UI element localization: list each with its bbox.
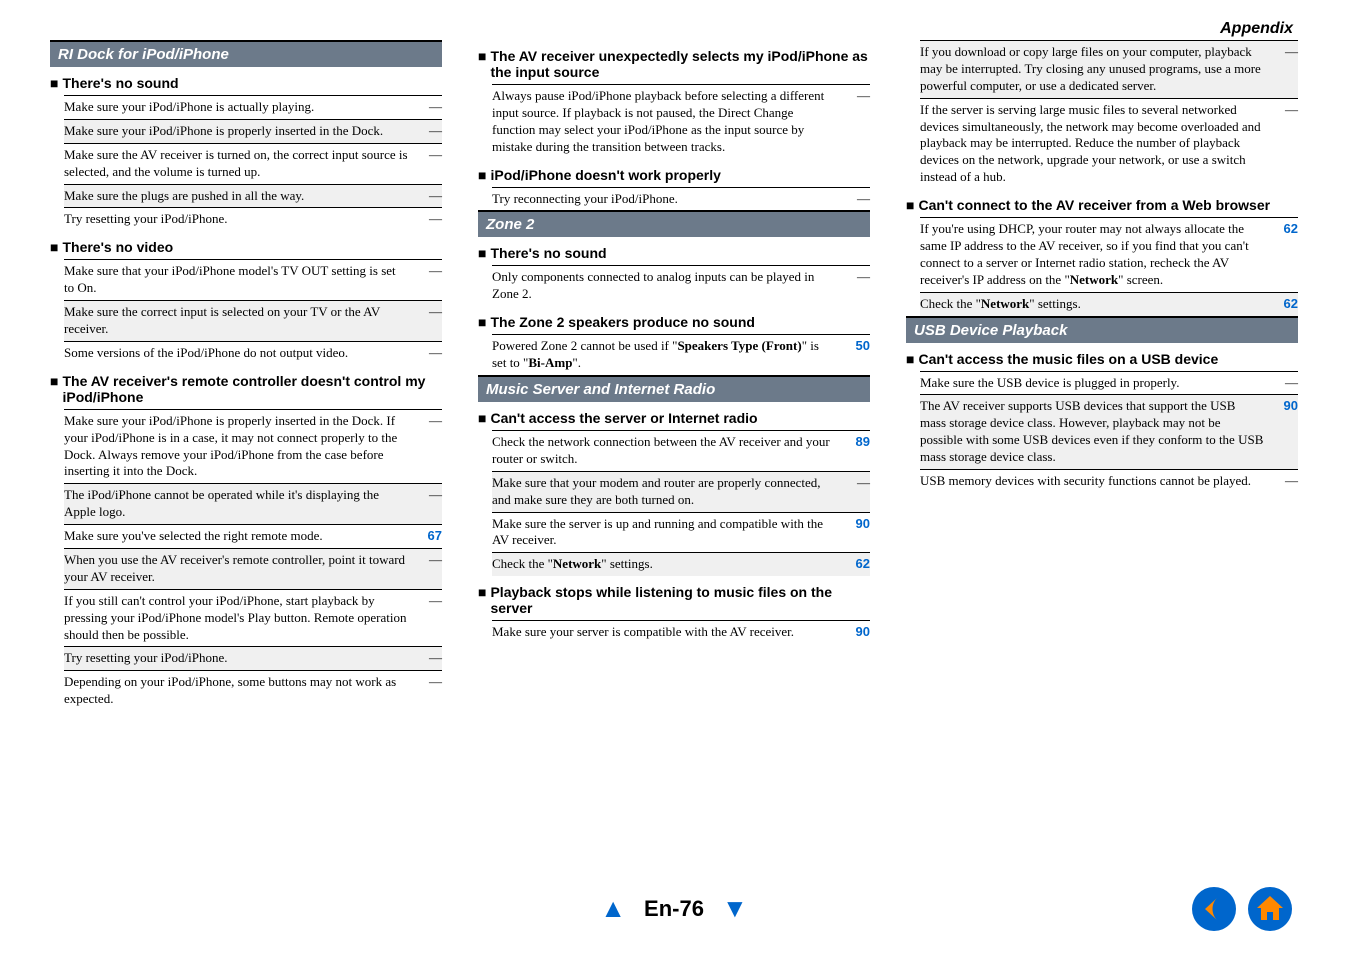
no-ref: — bbox=[416, 123, 442, 140]
no-ref: — bbox=[416, 593, 442, 644]
troubleshoot-item: Only components connected to analog inpu… bbox=[492, 265, 870, 306]
troubleshoot-item: Some versions of the iPod/iPhone do not … bbox=[64, 341, 442, 365]
section-usb: USB Device Playback bbox=[906, 316, 1298, 343]
troubleshoot-item: Make sure your iPod/iPhone is properly i… bbox=[64, 409, 442, 484]
no-ref: — bbox=[416, 304, 442, 338]
sub-heading: Can't access the server or Internet radi… bbox=[478, 410, 870, 426]
no-ref: — bbox=[1272, 375, 1298, 392]
no-ref: — bbox=[416, 211, 442, 228]
column-3: If you download or copy large files on y… bbox=[906, 40, 1298, 711]
no-ref: — bbox=[416, 147, 442, 181]
page-ref-link[interactable]: 90 bbox=[844, 516, 870, 550]
page-ref-link[interactable]: 50 bbox=[844, 338, 870, 372]
page-ref-link[interactable]: 89 bbox=[844, 434, 870, 468]
troubleshoot-item: Make sure your iPod/iPhone is properly i… bbox=[64, 119, 442, 143]
appendix-label: Appendix bbox=[1220, 20, 1293, 38]
no-ref: — bbox=[416, 99, 442, 116]
no-ref: — bbox=[416, 413, 442, 481]
section-music-server: Music Server and Internet Radio bbox=[478, 375, 870, 402]
page-up-icon[interactable]: ▲ bbox=[600, 893, 626, 924]
troubleshoot-item: Try reconnecting your iPod/iPhone.— bbox=[492, 187, 870, 211]
troubleshoot-item: The iPod/iPhone cannot be operated while… bbox=[64, 483, 442, 524]
troubleshoot-item: Try resetting your iPod/iPhone.— bbox=[64, 646, 442, 670]
sub-heading: There's no sound bbox=[50, 75, 442, 91]
back-icon[interactable] bbox=[1191, 886, 1237, 932]
no-ref: — bbox=[416, 263, 442, 297]
no-ref: — bbox=[416, 188, 442, 205]
home-icon[interactable] bbox=[1247, 886, 1293, 932]
no-ref: — bbox=[844, 475, 870, 509]
troubleshoot-item: Make sure your iPod/iPhone is actually p… bbox=[64, 95, 442, 119]
sub-heading: There's no sound bbox=[478, 245, 870, 261]
troubleshoot-item: Make sure that your modem and router are… bbox=[492, 471, 870, 512]
sub-heading: There's no video bbox=[50, 239, 442, 255]
no-ref: — bbox=[1272, 102, 1298, 186]
page-ref-link[interactable]: 62 bbox=[844, 556, 870, 573]
no-ref: — bbox=[416, 552, 442, 586]
no-ref: — bbox=[416, 487, 442, 521]
no-ref: — bbox=[416, 345, 442, 362]
troubleshoot-item: The AV receiver supports USB devices tha… bbox=[920, 394, 1298, 469]
sub-heading: The AV receiver's remote controller does… bbox=[50, 373, 442, 405]
troubleshoot-item: Depending on your iPod/iPhone, some butt… bbox=[64, 670, 442, 711]
no-ref: — bbox=[1272, 473, 1298, 490]
troubleshoot-item: Make sure the correct input is selected … bbox=[64, 300, 442, 341]
column-2: The AV receiver unexpectedly selects my … bbox=[478, 40, 870, 711]
page-ref-link[interactable]: 62 bbox=[1272, 221, 1298, 289]
troubleshoot-item: If you still can't control your iPod/iPh… bbox=[64, 589, 442, 647]
section-ri-dock: RI Dock for iPod/iPhone bbox=[50, 40, 442, 67]
page-number: En-76 bbox=[644, 896, 704, 922]
troubleshoot-item: Make sure the plugs are pushed in all th… bbox=[64, 184, 442, 208]
page-body: RI Dock for iPod/iPhone There's no sound… bbox=[0, 0, 1348, 711]
troubleshoot-item: Make sure you've selected the right remo… bbox=[64, 524, 442, 548]
sub-heading: Can't access the music files on a USB de… bbox=[906, 351, 1298, 367]
troubleshoot-item: If you're using DHCP, your router may no… bbox=[920, 217, 1298, 292]
troubleshoot-item: Make sure the AV receiver is turned on, … bbox=[64, 143, 442, 184]
troubleshoot-item: When you use the AV receiver's remote co… bbox=[64, 548, 442, 589]
no-ref: — bbox=[844, 191, 870, 208]
page-ref-link[interactable]: 62 bbox=[1272, 296, 1298, 313]
no-ref: — bbox=[844, 269, 870, 303]
sub-heading: iPod/iPhone doesn't work properly bbox=[478, 167, 870, 183]
sub-heading: Playback stops while listening to music … bbox=[478, 584, 870, 616]
troubleshoot-item: Check the network connection between the… bbox=[492, 430, 870, 471]
troubleshoot-item: If you download or copy large files on y… bbox=[920, 40, 1298, 98]
sub-heading: The AV receiver unexpectedly selects my … bbox=[478, 48, 870, 80]
section-zone2: Zone 2 bbox=[478, 210, 870, 237]
troubleshoot-item: Make sure that your iPod/iPhone model's … bbox=[64, 259, 442, 300]
troubleshoot-item: Make sure your server is compatible with… bbox=[492, 620, 870, 644]
no-ref: — bbox=[416, 674, 442, 708]
troubleshoot-item: Make sure the server is up and running a… bbox=[492, 512, 870, 553]
footer-icons bbox=[1191, 886, 1293, 932]
troubleshoot-item: Powered Zone 2 cannot be used if "Speake… bbox=[492, 334, 870, 375]
page-ref-link[interactable]: 90 bbox=[844, 624, 870, 641]
page-ref-link[interactable]: 67 bbox=[416, 528, 442, 545]
footer: ▲ En-76 ▼ bbox=[0, 893, 1348, 924]
troubleshoot-item: Make sure the USB device is plugged in p… bbox=[920, 371, 1298, 395]
troubleshoot-item: Check the "Network" settings.62 bbox=[920, 292, 1298, 316]
no-ref: — bbox=[1272, 44, 1298, 95]
troubleshoot-item: USB memory devices with security functio… bbox=[920, 469, 1298, 493]
troubleshoot-item: Try resetting your iPod/iPhone.— bbox=[64, 207, 442, 231]
page-ref-link[interactable]: 90 bbox=[1272, 398, 1298, 466]
sub-heading: Can't connect to the AV receiver from a … bbox=[906, 197, 1298, 213]
troubleshoot-item: Check the "Network" settings.62 bbox=[492, 552, 870, 576]
troubleshoot-item: If the server is serving large music fil… bbox=[920, 98, 1298, 189]
sub-heading: The Zone 2 speakers produce no sound bbox=[478, 314, 870, 330]
troubleshoot-item: Always pause iPod/iPhone playback before… bbox=[492, 84, 870, 159]
page-down-icon[interactable]: ▼ bbox=[722, 893, 748, 924]
column-1: RI Dock for iPod/iPhone There's no sound… bbox=[50, 40, 442, 711]
no-ref: — bbox=[416, 650, 442, 667]
no-ref: — bbox=[844, 88, 870, 156]
page-nav: ▲ En-76 ▼ bbox=[600, 893, 747, 924]
